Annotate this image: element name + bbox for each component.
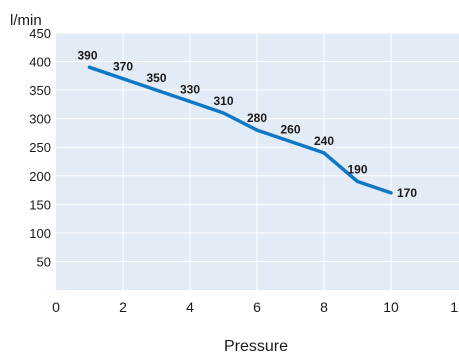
x-tick-label: 8 <box>320 299 328 315</box>
x-tick-label: 6 <box>253 299 261 315</box>
y-axis-label: l/min <box>10 12 42 29</box>
data-label: 240 <box>314 134 334 148</box>
y-axis-ticks: 50 100 150 200 250 300 350 400 450 <box>29 26 51 269</box>
data-label: 260 <box>280 123 300 137</box>
data-label: 190 <box>347 162 367 176</box>
data-labels: 390 370 350 330 310 280 260 240 190 170 <box>77 48 417 200</box>
x-tick-label: 12 <box>450 299 459 315</box>
y-tick-label: 250 <box>29 140 51 155</box>
x-tick-label: 2 <box>119 299 127 315</box>
x-axis-label: Pressure <box>224 338 288 352</box>
y-tick-label: 50 <box>37 254 51 269</box>
y-tick-label: 400 <box>29 55 51 70</box>
y-tick-label: 450 <box>29 26 51 41</box>
x-tick-label: 0 <box>52 299 60 315</box>
series-line <box>87 65 393 195</box>
x-axis-ticks: 0 2 4 6 8 10 12 <box>52 299 459 315</box>
y-tick-label: 200 <box>29 169 51 184</box>
y-tick-label: 150 <box>29 197 51 212</box>
y-tick-label: 300 <box>29 112 51 127</box>
data-label: 330 <box>180 83 200 97</box>
data-label: 370 <box>113 60 133 74</box>
data-label: 280 <box>247 111 267 125</box>
data-label: 390 <box>77 48 97 62</box>
data-label: 170 <box>397 186 417 200</box>
data-label: 350 <box>146 71 166 85</box>
x-tick-label: 10 <box>383 299 399 315</box>
x-tick-label: 4 <box>186 299 194 315</box>
y-tick-label: 100 <box>29 226 51 241</box>
data-label: 310 <box>213 94 233 108</box>
y-tick-label: 350 <box>29 83 51 98</box>
grid-lines <box>56 32 459 290</box>
